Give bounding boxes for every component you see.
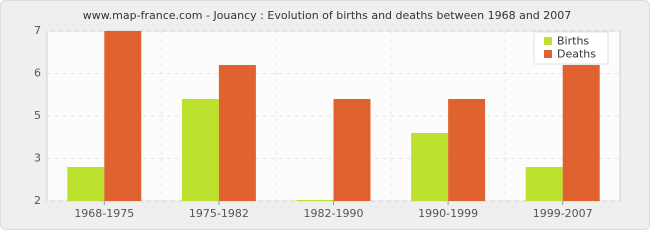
- legend-label: Deaths: [557, 48, 596, 61]
- bar: [411, 133, 449, 201]
- y-tick-label: 3: [34, 152, 41, 165]
- x-tick-label: 1968-1975: [74, 207, 134, 220]
- bar: [333, 99, 371, 201]
- bar: [104, 31, 142, 201]
- bar: [448, 99, 486, 201]
- legend-swatch: [544, 50, 552, 58]
- bar: [181, 99, 219, 201]
- x-tick-label: 1975-1982: [189, 207, 249, 220]
- chart: www.map-france.com - Jouancy : Evolution…: [0, 0, 650, 230]
- y-tick-label: 6: [34, 67, 41, 80]
- bar: [67, 167, 105, 201]
- legend-swatch: [544, 37, 552, 45]
- x-tick-label: 1999-2007: [533, 207, 593, 220]
- x-tick-label: 1990-1999: [418, 207, 478, 220]
- y-tick-label: 7: [34, 24, 41, 37]
- bar: [296, 200, 334, 201]
- legend-label: Births: [557, 35, 589, 48]
- y-tick-label: 2: [34, 194, 41, 207]
- bar: [562, 65, 600, 201]
- x-tick-label: 1982-1990: [304, 207, 364, 220]
- legend-box: [533, 31, 609, 65]
- y-tick-label: 5: [34, 109, 41, 122]
- bar: [218, 65, 256, 201]
- bar: [525, 167, 563, 201]
- chart-title: www.map-france.com - Jouancy : Evolution…: [83, 9, 572, 22]
